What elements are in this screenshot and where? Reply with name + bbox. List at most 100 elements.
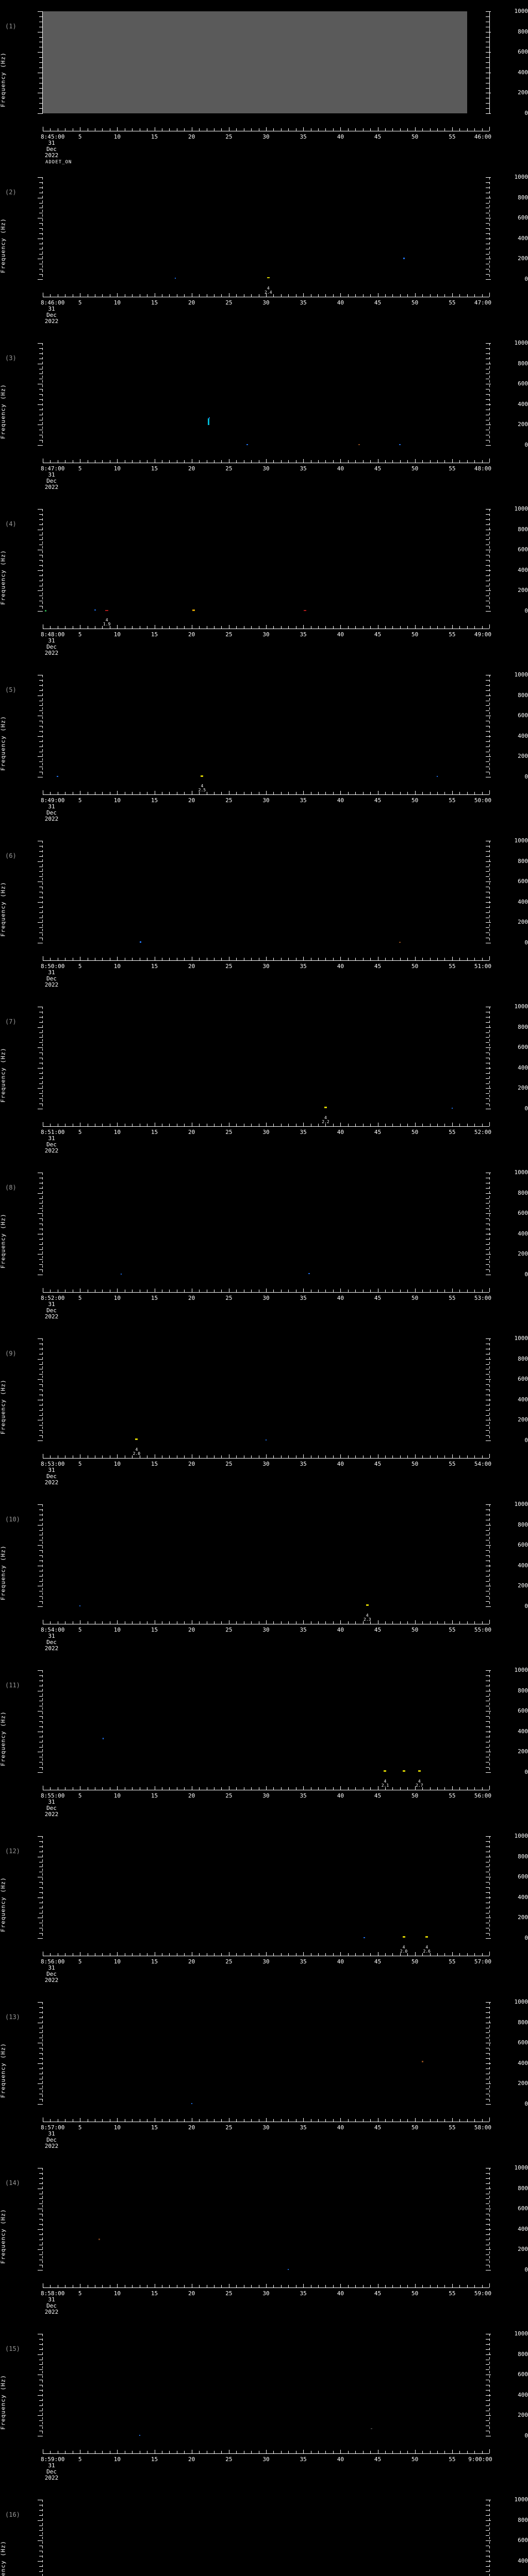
plot-area xyxy=(43,1173,489,1275)
y-axis-major-tick-right xyxy=(486,611,491,612)
y-axis-tick-label: 800 xyxy=(518,2350,528,2358)
x-axis-tick xyxy=(251,1124,252,1126)
x-axis-tick xyxy=(482,2451,483,2453)
detection-marker xyxy=(201,775,204,777)
y-axis-minor-tick-right xyxy=(486,912,489,913)
y-axis-tick-label: 0 xyxy=(524,1769,528,1775)
x-axis-tick xyxy=(400,460,401,463)
x-axis-tick xyxy=(280,1124,282,1126)
x-axis-tick xyxy=(370,958,371,960)
x-axis-tick xyxy=(117,1123,118,1126)
x-axis-tick xyxy=(266,1454,267,1458)
x-axis-tick xyxy=(199,1787,200,1790)
x-axis-tick-label: 55 xyxy=(449,2124,456,2131)
detection-annotation: 4 2.7 xyxy=(416,1780,423,1788)
y-axis-minor-tick-right xyxy=(486,1550,489,1551)
plot-area xyxy=(43,841,489,943)
x-axis-tick xyxy=(385,2285,386,2287)
x-axis-tick xyxy=(273,1787,274,1790)
x-axis-tick xyxy=(288,1953,289,1956)
x-axis-tick-label: 15 xyxy=(151,1129,158,1136)
annotation-value: 2.1 xyxy=(381,1783,389,1788)
annotation-count: 4 xyxy=(366,1613,369,1618)
x-axis-tick xyxy=(325,460,326,463)
y-axis-minor-tick-right xyxy=(486,1264,489,1265)
y-axis-title: Frequency (Hz) xyxy=(0,2043,7,2098)
x-axis-tick xyxy=(288,2119,289,2122)
date-label-line: 2022 xyxy=(44,1147,59,1154)
x-axis-tick xyxy=(407,128,408,131)
x-axis-tick-label: 5 xyxy=(78,2290,82,2297)
y-axis-major-tick-right xyxy=(486,1067,491,1069)
x-axis-tick xyxy=(132,1290,133,1292)
x-axis xyxy=(43,956,490,961)
x-axis-tick-label: 20 xyxy=(188,2290,195,2297)
x-axis-tick xyxy=(370,2285,371,2287)
y-axis-tick-label: 400 xyxy=(518,400,528,408)
plot-area xyxy=(43,1007,489,1109)
x-axis-tick xyxy=(221,1290,222,1292)
x-axis-tick xyxy=(169,128,170,131)
x-axis-tick xyxy=(400,792,401,794)
x-axis-tick-label: 40 xyxy=(337,631,344,638)
x-axis-tick xyxy=(474,2451,475,2453)
x-axis-tick xyxy=(132,460,133,463)
x-axis-tick-label: 20 xyxy=(188,631,195,638)
y-axis-major-tick xyxy=(38,1047,43,1048)
y-axis-minor-tick-right xyxy=(486,1218,489,1219)
x-axis-tick xyxy=(117,459,118,463)
y-axis-tick-label: 800 xyxy=(518,857,528,865)
x-axis-tick-label: 40 xyxy=(337,963,344,970)
detection-marker xyxy=(402,1936,405,1938)
x-axis-tick xyxy=(362,460,364,463)
detection-marker xyxy=(403,257,405,259)
x-axis-tick-label: 45 xyxy=(374,299,382,306)
x-axis-tick xyxy=(199,1953,200,1956)
y-axis-tick-label: 200 xyxy=(518,2080,528,2087)
x-axis-tick xyxy=(325,626,326,629)
x-axis-tick xyxy=(50,1953,51,1956)
x-axis-tick xyxy=(184,460,185,463)
x-axis-tick xyxy=(318,2285,319,2287)
y-axis-major-tick-right xyxy=(486,1606,491,1607)
x-axis-tick xyxy=(422,2119,423,2122)
y-axis-minor-tick-right xyxy=(486,680,489,681)
y-axis-major-tick xyxy=(38,2104,43,2105)
x-axis-tick xyxy=(303,2284,304,2287)
x-axis-tick-label: 20 xyxy=(188,2124,195,2131)
x-axis-tick xyxy=(251,792,252,794)
x-axis-tick xyxy=(318,2451,319,2453)
y-axis-tick-label: 800 xyxy=(518,28,528,35)
y-axis-minor-tick xyxy=(39,1601,43,1602)
x-axis-tick xyxy=(467,626,468,629)
x-axis-tick xyxy=(489,1454,490,1458)
y-axis-minor-tick-right xyxy=(486,539,489,540)
x-axis-tick xyxy=(199,1290,200,1292)
y-axis-minor-tick-right xyxy=(486,2234,489,2235)
date-label-line: 31 xyxy=(48,637,55,644)
y-axis-tick-label: 600 xyxy=(518,2205,528,2212)
x-axis-tick xyxy=(422,626,423,629)
x-axis-tick xyxy=(273,294,274,297)
plot-area xyxy=(43,675,489,777)
y-axis-minor-tick-right xyxy=(486,1078,489,1079)
y-axis-minor-tick xyxy=(39,2012,43,2013)
x-axis-tick xyxy=(444,460,446,463)
x-axis-tick xyxy=(474,792,475,794)
x-axis-start-time-label: 8:48:00 xyxy=(41,631,65,638)
y-axis-minor-tick xyxy=(39,1042,43,1043)
x-axis-tick xyxy=(430,460,431,463)
x-axis-tick xyxy=(370,1953,371,1956)
y-axis-major-tick-right xyxy=(486,1213,491,1214)
y-axis-minor-tick-right xyxy=(486,1555,489,1556)
x-axis-tick xyxy=(280,2285,282,2287)
x-axis-tick xyxy=(407,1621,408,1624)
y-axis-major-tick-right xyxy=(486,1379,491,1380)
date-label-line: 31 xyxy=(48,1135,55,1142)
y-axis-tick-label: 200 xyxy=(518,1250,528,1258)
y-axis-tick-label: 1000 xyxy=(514,671,528,678)
x-axis-tick-label: 35 xyxy=(300,133,307,140)
y-axis-minor-tick xyxy=(39,1249,43,1250)
x-axis-tick xyxy=(102,626,103,629)
x-axis-tick xyxy=(117,1952,118,1956)
